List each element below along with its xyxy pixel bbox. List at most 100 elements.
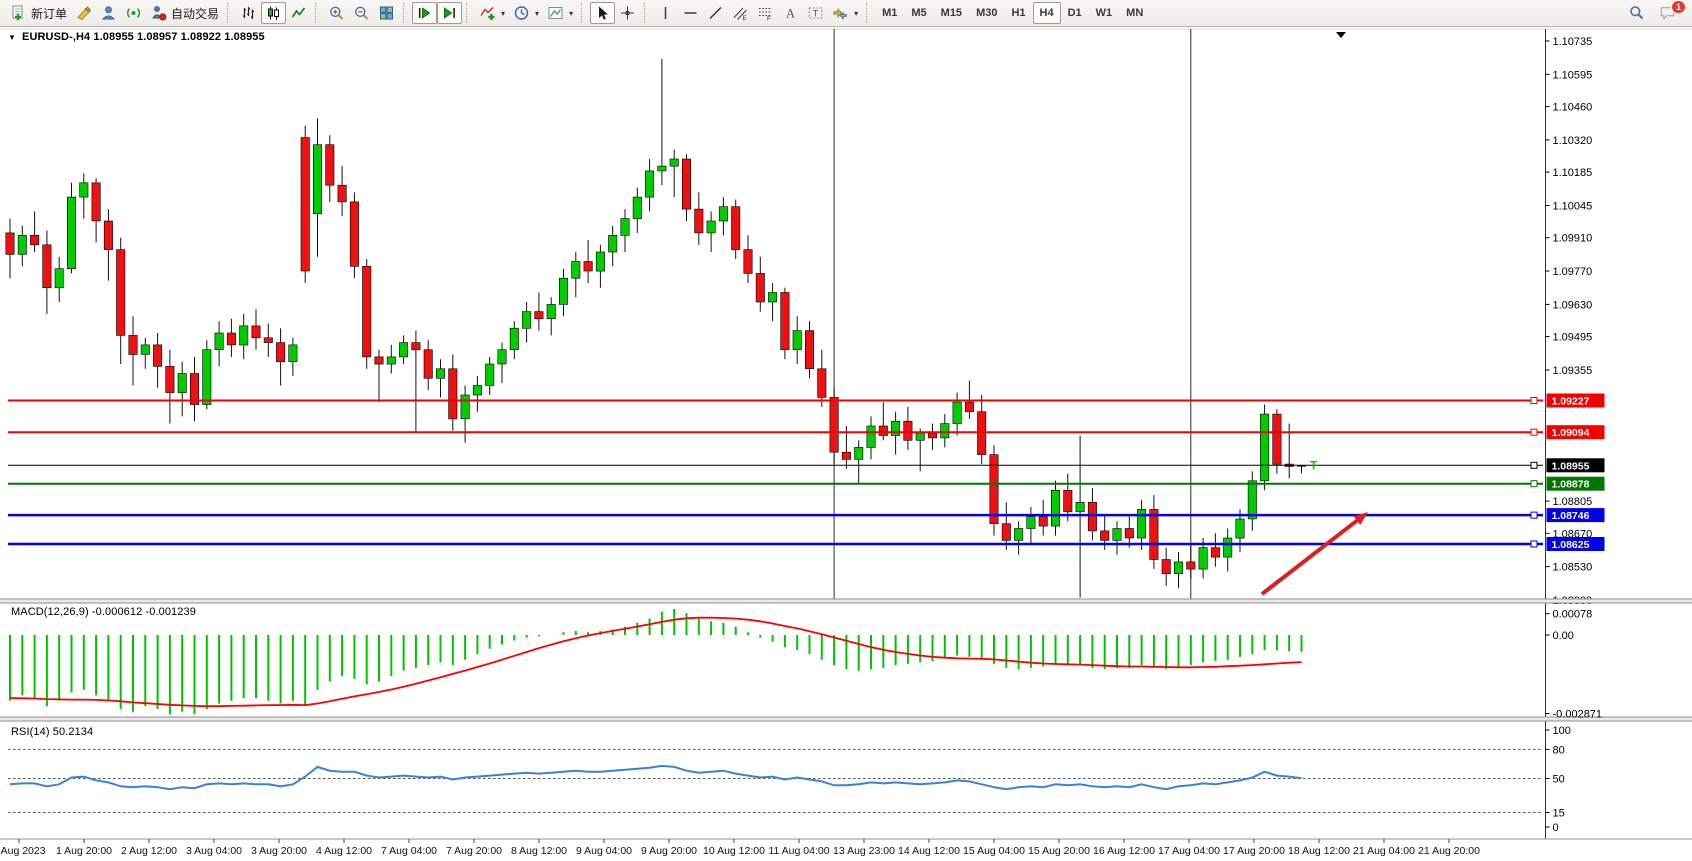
notifications-button[interactable]: 1: [1655, 0, 1686, 24]
svg-text:21 Aug 20:00: 21 Aug 20:00: [1418, 845, 1480, 856]
brush-icon: [75, 5, 92, 21]
bar-chart-button[interactable]: [236, 2, 261, 24]
crosshair-button[interactable]: [615, 2, 640, 24]
clock-icon: [513, 5, 530, 21]
signals-button[interactable]: [121, 2, 146, 24]
svg-text:13 Aug 23:00: 13 Aug 23:00: [833, 845, 895, 856]
text-button[interactable]: A: [778, 2, 803, 24]
timeframe-w1-button[interactable]: W1: [1095, 7, 1113, 19]
svg-text:9 Aug 20:00: 9 Aug 20:00: [641, 845, 697, 856]
svg-text:E: E: [743, 15, 748, 21]
candles-icon: [265, 5, 282, 21]
trendline-button[interactable]: [703, 2, 728, 24]
zoom-in-button[interactable]: [324, 2, 349, 24]
horizontal-line-objects[interactable]: [8, 397, 1543, 548]
svg-text:16 Aug 12:00: 16 Aug 12:00: [1093, 845, 1155, 856]
signal-icon: [125, 5, 142, 21]
svg-text:15 Aug 20:00: 15 Aug 20:00: [1028, 845, 1090, 856]
svg-text:1.09630: 1.09630: [1553, 299, 1593, 311]
rsi-line: [9, 764, 1302, 791]
dropdown-caret-icon[interactable]: ▾: [535, 8, 540, 18]
trend-arrow-object[interactable]: [1260, 512, 1368, 596]
svg-text:F: F: [767, 16, 771, 22]
periods-button[interactable]: ▾: [509, 2, 543, 24]
tile-windows-button[interactable]: [374, 2, 399, 24]
timeframe-d1-button[interactable]: D1: [1067, 7, 1082, 19]
search-button[interactable]: [1624, 2, 1649, 24]
svg-text:0: 0: [1553, 822, 1559, 834]
timeframe-h1-button[interactable]: H1: [1011, 7, 1026, 19]
svg-text:11 Aug 04:00: 11 Aug 04:00: [768, 845, 829, 856]
svg-text:1.08746: 1.08746: [1552, 510, 1590, 522]
indicators-icon: [479, 5, 496, 21]
svg-text:3 Aug 04:00: 3 Aug 04:00: [186, 845, 242, 856]
zoom-out-button[interactable]: [349, 2, 374, 24]
main-toolbar: 新订单 自动交易 ▾ ▾ ▾ E F A T ▾ M1 M5 M15 M30 H1 H4 D1 W1 MN 1: [0, 0, 1692, 27]
tile-icon: [378, 5, 395, 21]
rsi-pane[interactable]: 100 80 50 15 0: [8, 725, 1571, 834]
svg-text:4 Aug 12:00: 4 Aug 12:00: [316, 845, 372, 856]
toolbar-separator: [866, 3, 871, 23]
svg-text:50: 50: [1553, 774, 1565, 786]
toolbar-separator: [644, 3, 649, 23]
crosshair-icon: [619, 5, 636, 21]
svg-text:T: T: [813, 8, 819, 18]
timeframe-m5-button[interactable]: M5: [911, 7, 927, 19]
svg-text:1.10185: 1.10185: [1553, 167, 1593, 179]
svg-text:0.00: 0.00: [1553, 630, 1574, 642]
dropdown-caret-icon[interactable]: ▾: [569, 8, 574, 18]
svg-text:1.08878: 1.08878: [1552, 479, 1590, 491]
new-order-button[interactable]: 新订单: [6, 2, 71, 24]
text-label-icon: T: [807, 5, 824, 21]
timeframe-m15-button[interactable]: M15: [940, 7, 963, 19]
macd-pane[interactable]: 0.00078 0.00 -0.002871: [9, 609, 1602, 721]
zoom-out-icon: [353, 5, 370, 21]
svg-text:14 Aug 12:00: 14 Aug 12:00: [898, 845, 960, 856]
templates-button[interactable]: ▾: [543, 2, 577, 24]
search-icon: [1628, 5, 1645, 21]
time-axis[interactable]: 1 Aug 2023 1 Aug 20:00 2 Aug 12:00 3 Aug 04…: [0, 839, 1480, 857]
timeframe-h4-button[interactable]: H4: [1032, 2, 1061, 24]
new-order-label: 新订单: [31, 6, 68, 21]
macd-signal-line: [9, 616, 1302, 708]
line-chart-button[interactable]: [286, 2, 311, 24]
svg-text:0.00078: 0.00078: [1553, 609, 1593, 621]
candlestick-chart-button[interactable]: [261, 2, 287, 24]
text-label-button[interactable]: T: [803, 2, 828, 24]
vertical-line-button[interactable]: [653, 2, 678, 24]
open-account-button[interactable]: [96, 2, 121, 24]
timeframe-m30-button[interactable]: M30: [976, 7, 998, 19]
notification-badge: 1: [1670, 0, 1686, 14]
svg-text:21 Aug 04:00: 21 Aug 04:00: [1353, 845, 1415, 856]
svg-text:7 Aug 20:00: 7 Aug 20:00: [446, 845, 502, 856]
chart-style-button[interactable]: [71, 2, 96, 24]
svg-text:1.10320: 1.10320: [1553, 135, 1593, 147]
svg-text:1.09495: 1.09495: [1553, 332, 1593, 344]
horizontal-line-button[interactable]: [678, 2, 703, 24]
chart-shift-marker[interactable]: [1336, 32, 1346, 38]
timeframe-m1-button[interactable]: M1: [882, 7, 898, 19]
dropdown-caret-icon[interactable]: ▾: [501, 8, 506, 18]
svg-text:2 Aug 12:00: 2 Aug 12:00: [121, 845, 177, 856]
linechart-icon: [290, 5, 307, 21]
auto-trading-button[interactable]: 自动交易: [146, 2, 223, 24]
equidistant-channel-button[interactable]: E: [728, 2, 753, 24]
vertical-line-objects[interactable]: [833, 29, 1192, 599]
svg-text:17 Aug 04:00: 17 Aug 04:00: [1158, 845, 1220, 856]
timeframe-mn-button[interactable]: MN: [1126, 7, 1144, 19]
cursor-button[interactable]: [590, 2, 616, 24]
fibonacci-retracement-button[interactable]: F: [753, 2, 778, 24]
svg-text:10 Aug 12:00: 10 Aug 12:00: [703, 845, 765, 856]
arrow-objects-button[interactable]: ▾: [828, 2, 862, 24]
fibonacci-icon: F: [757, 5, 774, 21]
dropdown-caret-icon[interactable]: ▾: [854, 8, 859, 18]
svg-text:1.09770: 1.09770: [1553, 266, 1593, 278]
indicators-list-button[interactable]: ▾: [475, 2, 509, 24]
auto-scroll-button[interactable]: [412, 2, 438, 24]
hline-icon: [682, 5, 699, 21]
chart-shift-button[interactable]: [437, 2, 463, 24]
svg-text:15 Aug 04:00: 15 Aug 04:00: [963, 845, 1025, 856]
chart-canvas[interactable]: T 1.10735 1.10595 1.10460 1.10320 1.10185 1.10…: [0, 27, 1692, 861]
auto-trading-label: 自动交易: [171, 6, 220, 21]
cursor-icon: [594, 5, 611, 21]
